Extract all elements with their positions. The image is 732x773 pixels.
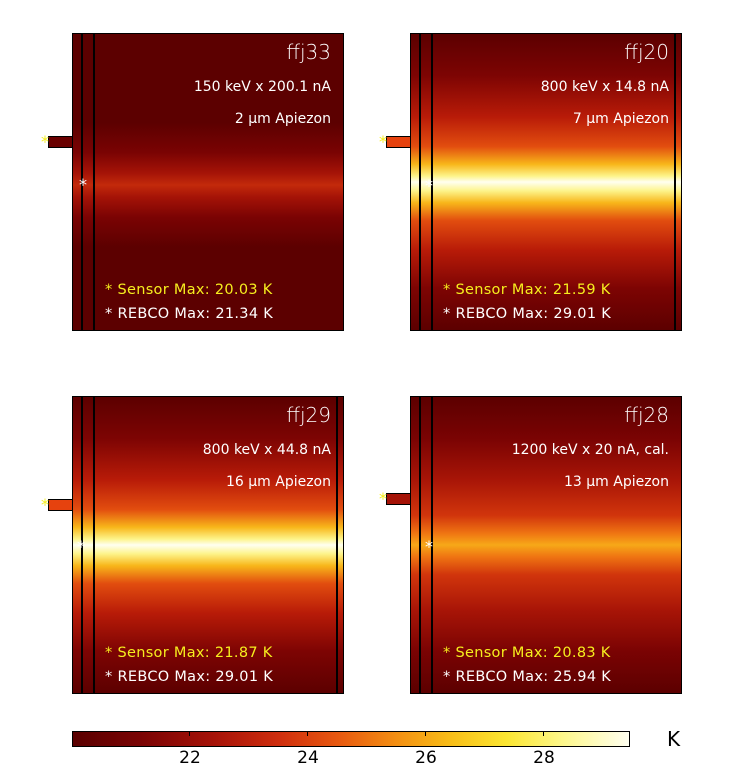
colorbar-tick — [307, 731, 308, 736]
heatmap-panel-ffj28: ffj28 1200 keV x 20 nA, cal. 13 µm Apiez… — [410, 396, 682, 694]
sensor-tab — [48, 499, 73, 511]
rebco-max-label: * REBCO Max: 29.01 K — [443, 306, 612, 322]
sensor-marker-icon: * — [379, 132, 387, 151]
rebco-max-marker-icon: * — [425, 176, 433, 195]
rebco-marker-icon: * — [105, 669, 113, 685]
colorbar-unit: K — [667, 727, 681, 751]
layer-boundary-line — [81, 397, 83, 693]
rebco-marker-icon: * — [443, 669, 451, 685]
rebco-max-label: * REBCO Max: 21.34 K — [105, 306, 274, 322]
layer-boundary-line — [93, 397, 95, 693]
colorbar-tick-label: 26 — [415, 748, 437, 768]
layer-boundary-line — [336, 397, 338, 693]
beam-parameters: 800 keV x 44.8 nA — [202, 442, 331, 458]
sensor-marker-icon: * — [105, 645, 113, 661]
heatmap-panel-ffj33: ffj33 150 keV x 200.1 nA 2 µm Apiezon * … — [72, 33, 344, 331]
layer-boundary-line — [674, 34, 676, 330]
panel-title: ffj29 — [286, 403, 331, 427]
layer-boundary-line — [81, 34, 83, 330]
beam-parameters: 150 keV x 200.1 nA — [193, 79, 331, 95]
colorbar-tick-label: 28 — [533, 748, 555, 768]
colorbar — [72, 731, 630, 747]
rebco-marker-icon: * — [443, 306, 451, 322]
sensor-max-label: * Sensor Max: 21.59 K — [443, 282, 611, 298]
colorbar-tick-label: 24 — [297, 748, 319, 768]
sensor-max-label: * Sensor Max: 20.83 K — [443, 645, 611, 661]
colorbar-tick — [543, 731, 544, 736]
rebco-max-label: * REBCO Max: 29.01 K — [105, 669, 274, 685]
panel-title: ffj33 — [286, 40, 331, 64]
colorbar-tick — [425, 731, 426, 736]
layer-boundary-line — [431, 34, 433, 330]
panel-title: ffj28 — [624, 403, 669, 427]
heatmap-panel-ffj29: ffj29 800 keV x 44.8 nA 16 µm Apiezon * … — [72, 396, 344, 694]
sensor-marker-icon: * — [105, 282, 113, 298]
layer-boundary-line — [419, 397, 421, 693]
sensor-marker-icon: * — [443, 282, 451, 298]
apiezon-thickness: 13 µm Apiezon — [563, 474, 669, 490]
sensor-max-label: * Sensor Max: 21.87 K — [105, 645, 273, 661]
rebco-max-label: * REBCO Max: 25.94 K — [443, 669, 612, 685]
layer-boundary-line — [93, 34, 95, 330]
layer-boundary-line — [431, 397, 433, 693]
sensor-tab — [386, 136, 411, 148]
rebco-max-marker-icon: * — [77, 537, 85, 556]
rebco-marker-icon: * — [105, 306, 113, 322]
sensor-marker-icon: * — [379, 489, 387, 508]
panel-title: ffj20 — [624, 40, 669, 64]
rebco-max-marker-icon: * — [79, 175, 87, 194]
layer-boundary-line — [419, 34, 421, 330]
beam-parameters: 800 keV x 14.8 nA — [540, 79, 669, 95]
sensor-marker-icon: * — [41, 495, 49, 514]
apiezon-thickness: 2 µm Apiezon — [234, 111, 331, 127]
beam-parameters: 1200 keV x 20 nA, cal. — [511, 442, 669, 458]
sensor-marker-icon: * — [41, 132, 49, 151]
rebco-max-marker-icon: * — [425, 537, 433, 556]
sensor-tab — [48, 136, 73, 148]
colorbar-tick — [189, 731, 190, 736]
apiezon-thickness: 16 µm Apiezon — [225, 474, 331, 490]
sensor-max-label: * Sensor Max: 20.03 K — [105, 282, 273, 298]
colorbar-tick-label: 22 — [179, 748, 201, 768]
sensor-marker-icon: * — [443, 645, 451, 661]
apiezon-thickness: 7 µm Apiezon — [572, 111, 669, 127]
sensor-tab — [386, 493, 411, 505]
heatmap-panel-ffj20: ffj20 800 keV x 14.8 nA 7 µm Apiezon * *… — [410, 33, 682, 331]
